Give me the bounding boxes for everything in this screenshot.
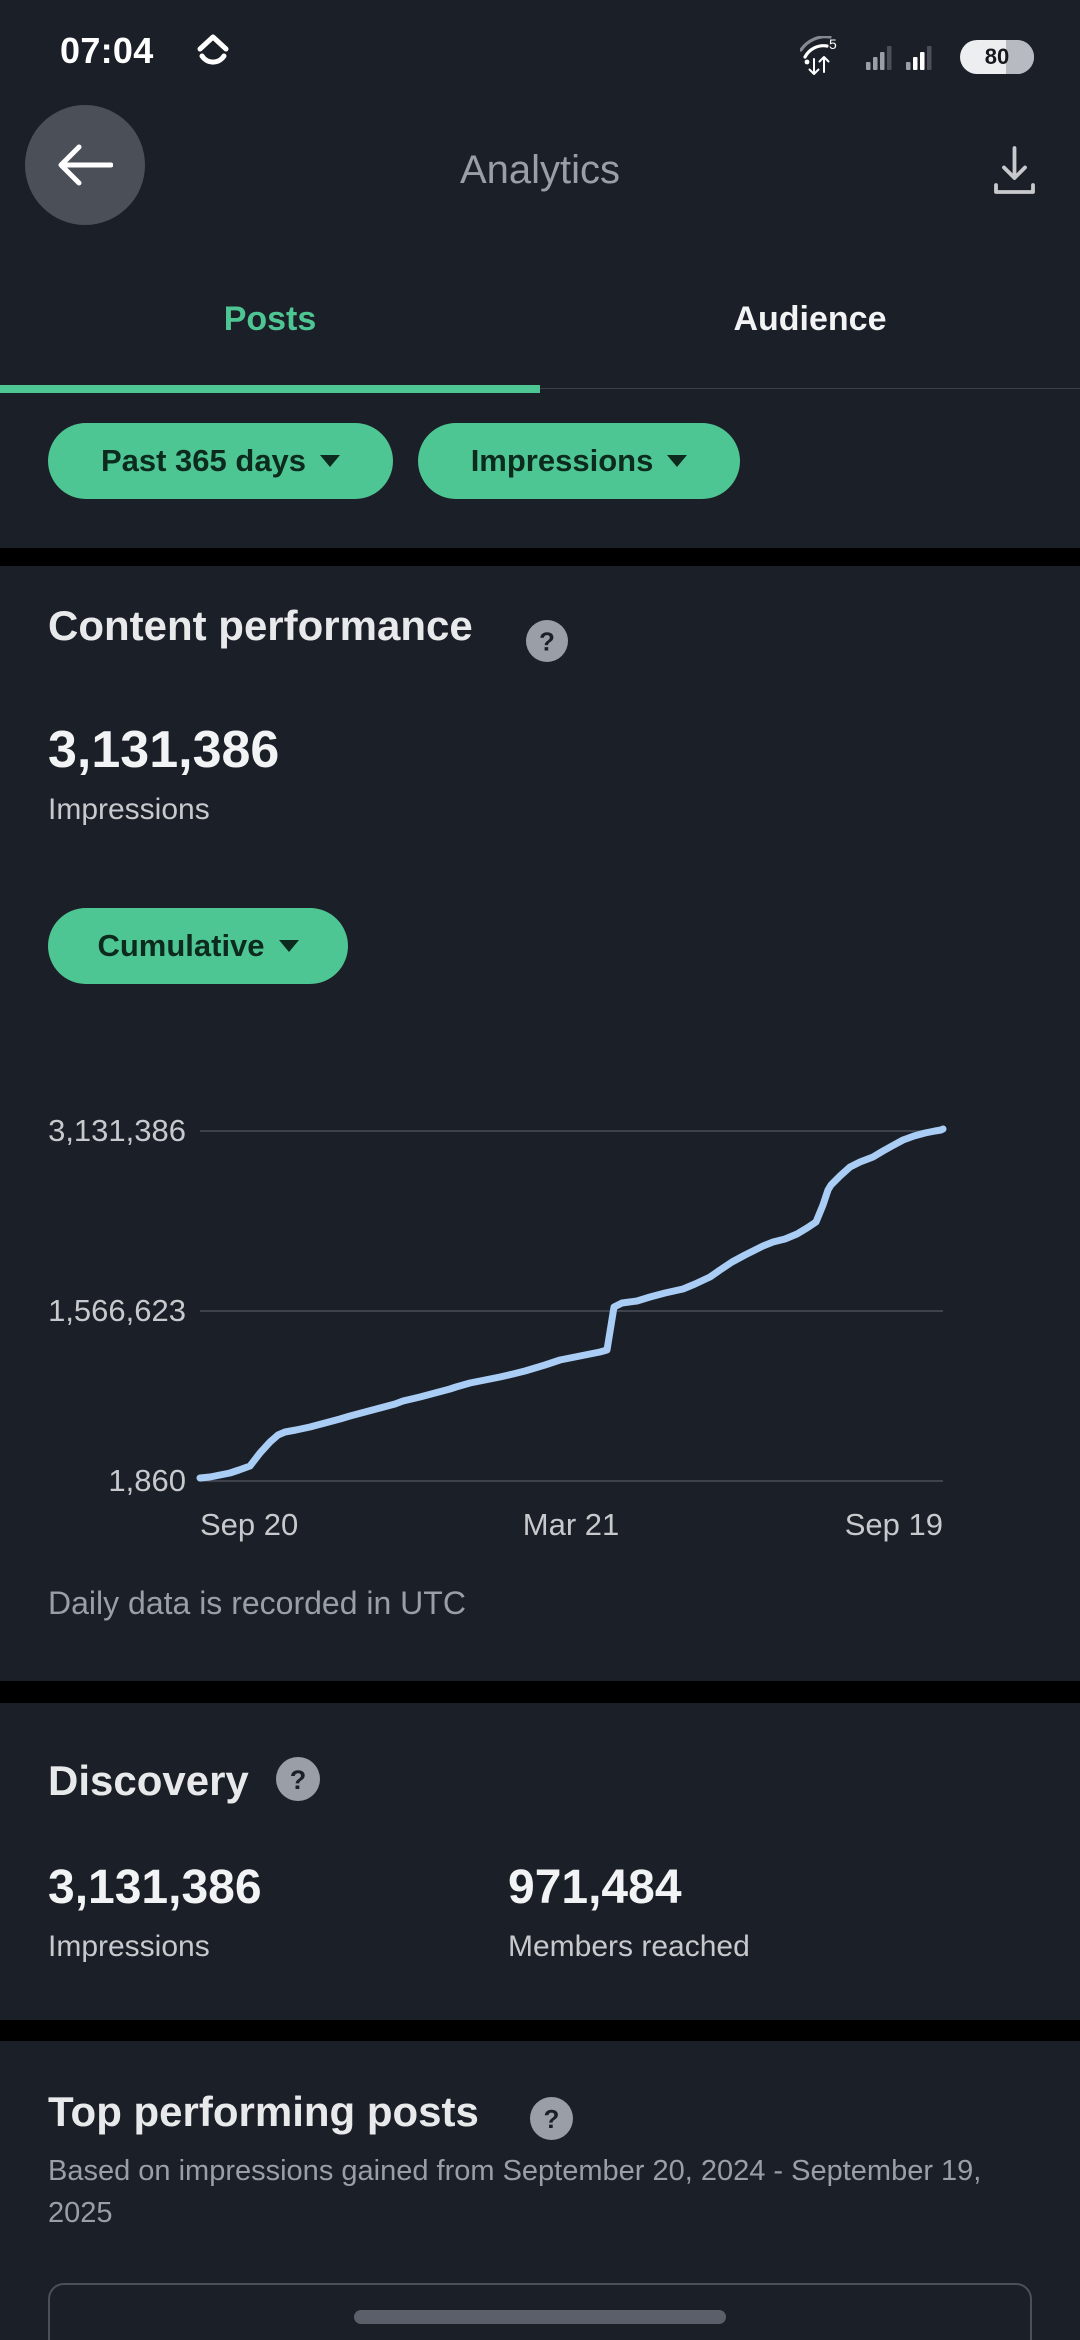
svg-text:?: ? (539, 627, 555, 657)
svg-text:Sep 19: Sep 19 (845, 1507, 943, 1542)
svg-text:1,860: 1,860 (108, 1463, 186, 1498)
svg-text:5: 5 (829, 36, 837, 52)
svg-text:Mar 21: Mar 21 (523, 1507, 619, 1542)
svg-text:1,566,623: 1,566,623 (48, 1293, 186, 1328)
svg-text:?: ? (290, 1765, 307, 1795)
svg-text:Sep 20: Sep 20 (200, 1507, 298, 1542)
svg-text:?: ? (544, 2104, 560, 2134)
svg-text:3,131,386: 3,131,386 (48, 1113, 186, 1148)
